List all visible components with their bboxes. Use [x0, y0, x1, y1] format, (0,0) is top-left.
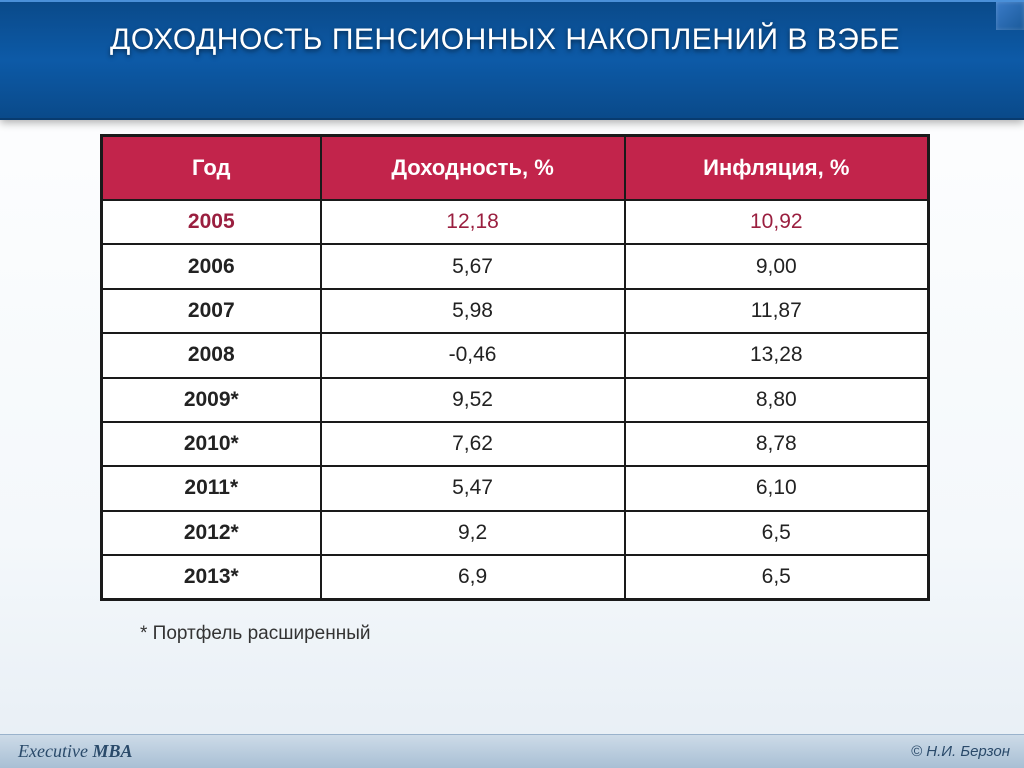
table-row: 2009*9,528,80	[102, 378, 929, 422]
col-header-year: Год	[102, 136, 321, 201]
table-row: 2010*7,628,78	[102, 422, 929, 466]
cell-yield: 9,2	[321, 511, 625, 555]
cell-year: 2013*	[102, 555, 321, 600]
cell-inflation: 8,80	[625, 378, 929, 422]
cell-year: 2006	[102, 244, 321, 288]
table-row: 2012*9,26,5	[102, 511, 929, 555]
footer-brand-bold: MBA	[92, 741, 132, 761]
cell-year: 2005	[102, 200, 321, 244]
title-bar: ДОХОДНОСТЬ ПЕНСИОННЫХ НАКОПЛЕНИЙ В ВЭБЕ	[0, 0, 1024, 120]
content-area: Год Доходность, % Инфляция, % 200512,181…	[0, 120, 1024, 645]
table-body: 200512,1810,9220065,679,0020075,9811,872…	[102, 200, 929, 600]
table-row: 200512,1810,92	[102, 200, 929, 244]
col-header-inflation: Инфляция, %	[625, 136, 929, 201]
cell-year: 2008	[102, 333, 321, 377]
slide-title: ДОХОДНОСТЬ ПЕНСИОННЫХ НАКОПЛЕНИЙ В ВЭБЕ	[110, 20, 1024, 59]
cell-year: 2010*	[102, 422, 321, 466]
cell-inflation: 11,87	[625, 289, 929, 333]
cell-inflation: 8,78	[625, 422, 929, 466]
cell-inflation: 13,28	[625, 333, 929, 377]
cell-inflation: 6,10	[625, 466, 929, 510]
cell-inflation: 6,5	[625, 555, 929, 600]
cell-yield: 12,18	[321, 200, 625, 244]
cell-yield: -0,46	[321, 333, 625, 377]
data-table: Год Доходность, % Инфляция, % 200512,181…	[100, 134, 930, 601]
cell-yield: 5,67	[321, 244, 625, 288]
cell-year: 2011*	[102, 466, 321, 510]
footer-author: © Н.И. Берзон	[911, 743, 1010, 760]
table-row: 2011*5,476,10	[102, 466, 929, 510]
cell-year: 2007	[102, 289, 321, 333]
footnote: * Портфель расширенный	[140, 623, 954, 645]
table-row: 20075,9811,87	[102, 289, 929, 333]
footer-brand-prefix: Executive	[18, 741, 92, 761]
table-row: 20065,679,00	[102, 244, 929, 288]
cell-inflation: 6,5	[625, 511, 929, 555]
cell-inflation: 10,92	[625, 200, 929, 244]
corner-decoration	[996, 2, 1024, 30]
table-row: 2013*6,96,5	[102, 555, 929, 600]
cell-yield: 5,98	[321, 289, 625, 333]
col-header-yield: Доходность, %	[321, 136, 625, 201]
table-row: 2008-0,4613,28	[102, 333, 929, 377]
cell-yield: 7,62	[321, 422, 625, 466]
cell-yield: 5,47	[321, 466, 625, 510]
cell-inflation: 9,00	[625, 244, 929, 288]
cell-year: 2012*	[102, 511, 321, 555]
cell-year: 2009*	[102, 378, 321, 422]
cell-yield: 9,52	[321, 378, 625, 422]
cell-yield: 6,9	[321, 555, 625, 600]
footer-bar: Executive MBA © Н.И. Берзон	[0, 734, 1024, 768]
table-header-row: Год Доходность, % Инфляция, %	[102, 136, 929, 201]
footer-brand: Executive MBA	[18, 741, 132, 762]
